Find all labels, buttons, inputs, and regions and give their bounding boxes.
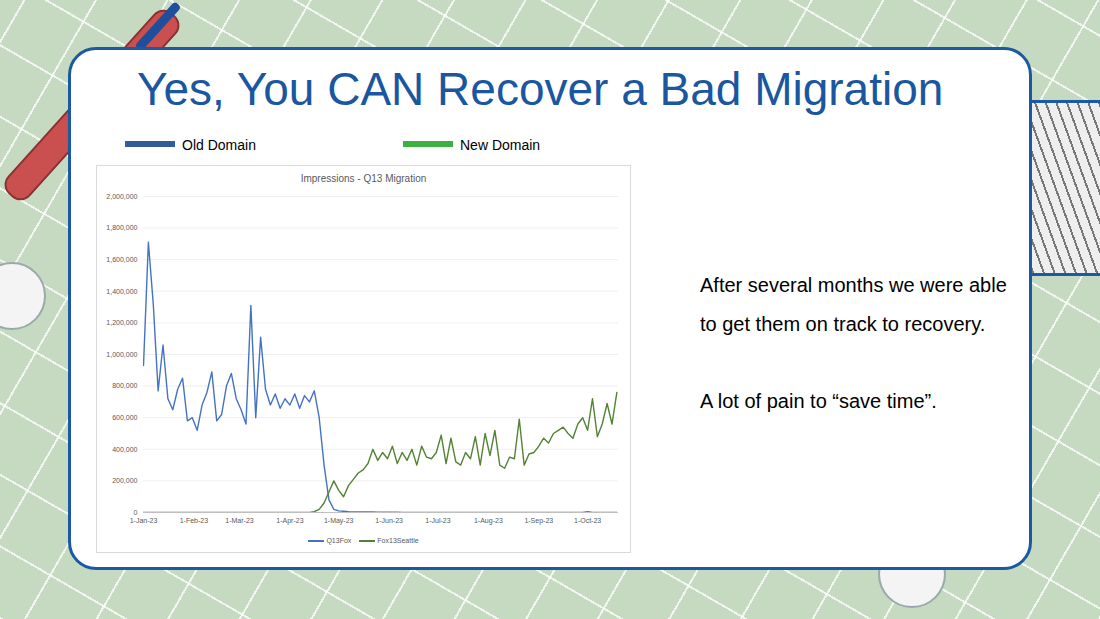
svg-text:800,000: 800,000 xyxy=(112,382,137,389)
svg-text:1-Feb-23: 1-Feb-23 xyxy=(180,517,209,524)
svg-text:1,200,000: 1,200,000 xyxy=(106,319,137,326)
svg-text:1-Sep-23: 1-Sep-23 xyxy=(524,517,553,525)
html-text:Q13Fox: Q13Fox xyxy=(326,537,352,544)
svg-text:1-May-23: 1-May-23 xyxy=(324,517,354,525)
svg-text:200,000: 200,000 xyxy=(112,477,137,484)
svg-text:1-Aug-23: 1-Aug-23 xyxy=(474,517,503,525)
svg-text:1-Jul-23: 1-Jul-23 xyxy=(425,517,450,524)
svg-text:2,000,000: 2,000,000 xyxy=(106,193,137,200)
svg-text:1-Apr-23: 1-Apr-23 xyxy=(276,517,303,525)
html-text:After several months we were a: After several months we were able to get… xyxy=(700,274,1007,335)
svg-text:1-Jan-23: 1-Jan-23 xyxy=(130,517,158,524)
html-text:Fox13Seattle: Fox13Seattle xyxy=(377,537,419,544)
html-text:Old Domain: Old Domain xyxy=(182,137,256,153)
html-text:A lot of pain to “save time”.: A lot of pain to “save time”. xyxy=(700,389,937,412)
svg-text:1-Oct-23: 1-Oct-23 xyxy=(574,517,601,524)
svg-text:1,600,000: 1,600,000 xyxy=(106,256,137,263)
svg-text:400,000: 400,000 xyxy=(112,446,137,453)
html-text:New Domain: New Domain xyxy=(460,137,541,153)
svg-text:1-Jun-23: 1-Jun-23 xyxy=(375,517,403,524)
svg-text:1,800,000: 1,800,000 xyxy=(106,224,137,231)
html-text:Impressions - Q13 Migration: Impressions - Q13 Migration xyxy=(300,173,427,184)
svg-text:1-Mar-23: 1-Mar-23 xyxy=(225,517,254,524)
svg-text:1,400,000: 1,400,000 xyxy=(106,288,137,295)
svg-text:600,000: 600,000 xyxy=(112,414,137,421)
html-text:Yes, You CAN Recover a Bad Mig: Yes, You CAN Recover a Bad Migration xyxy=(137,63,944,115)
svg-text:0: 0 xyxy=(134,509,138,516)
svg-text:1,000,000: 1,000,000 xyxy=(106,351,137,358)
